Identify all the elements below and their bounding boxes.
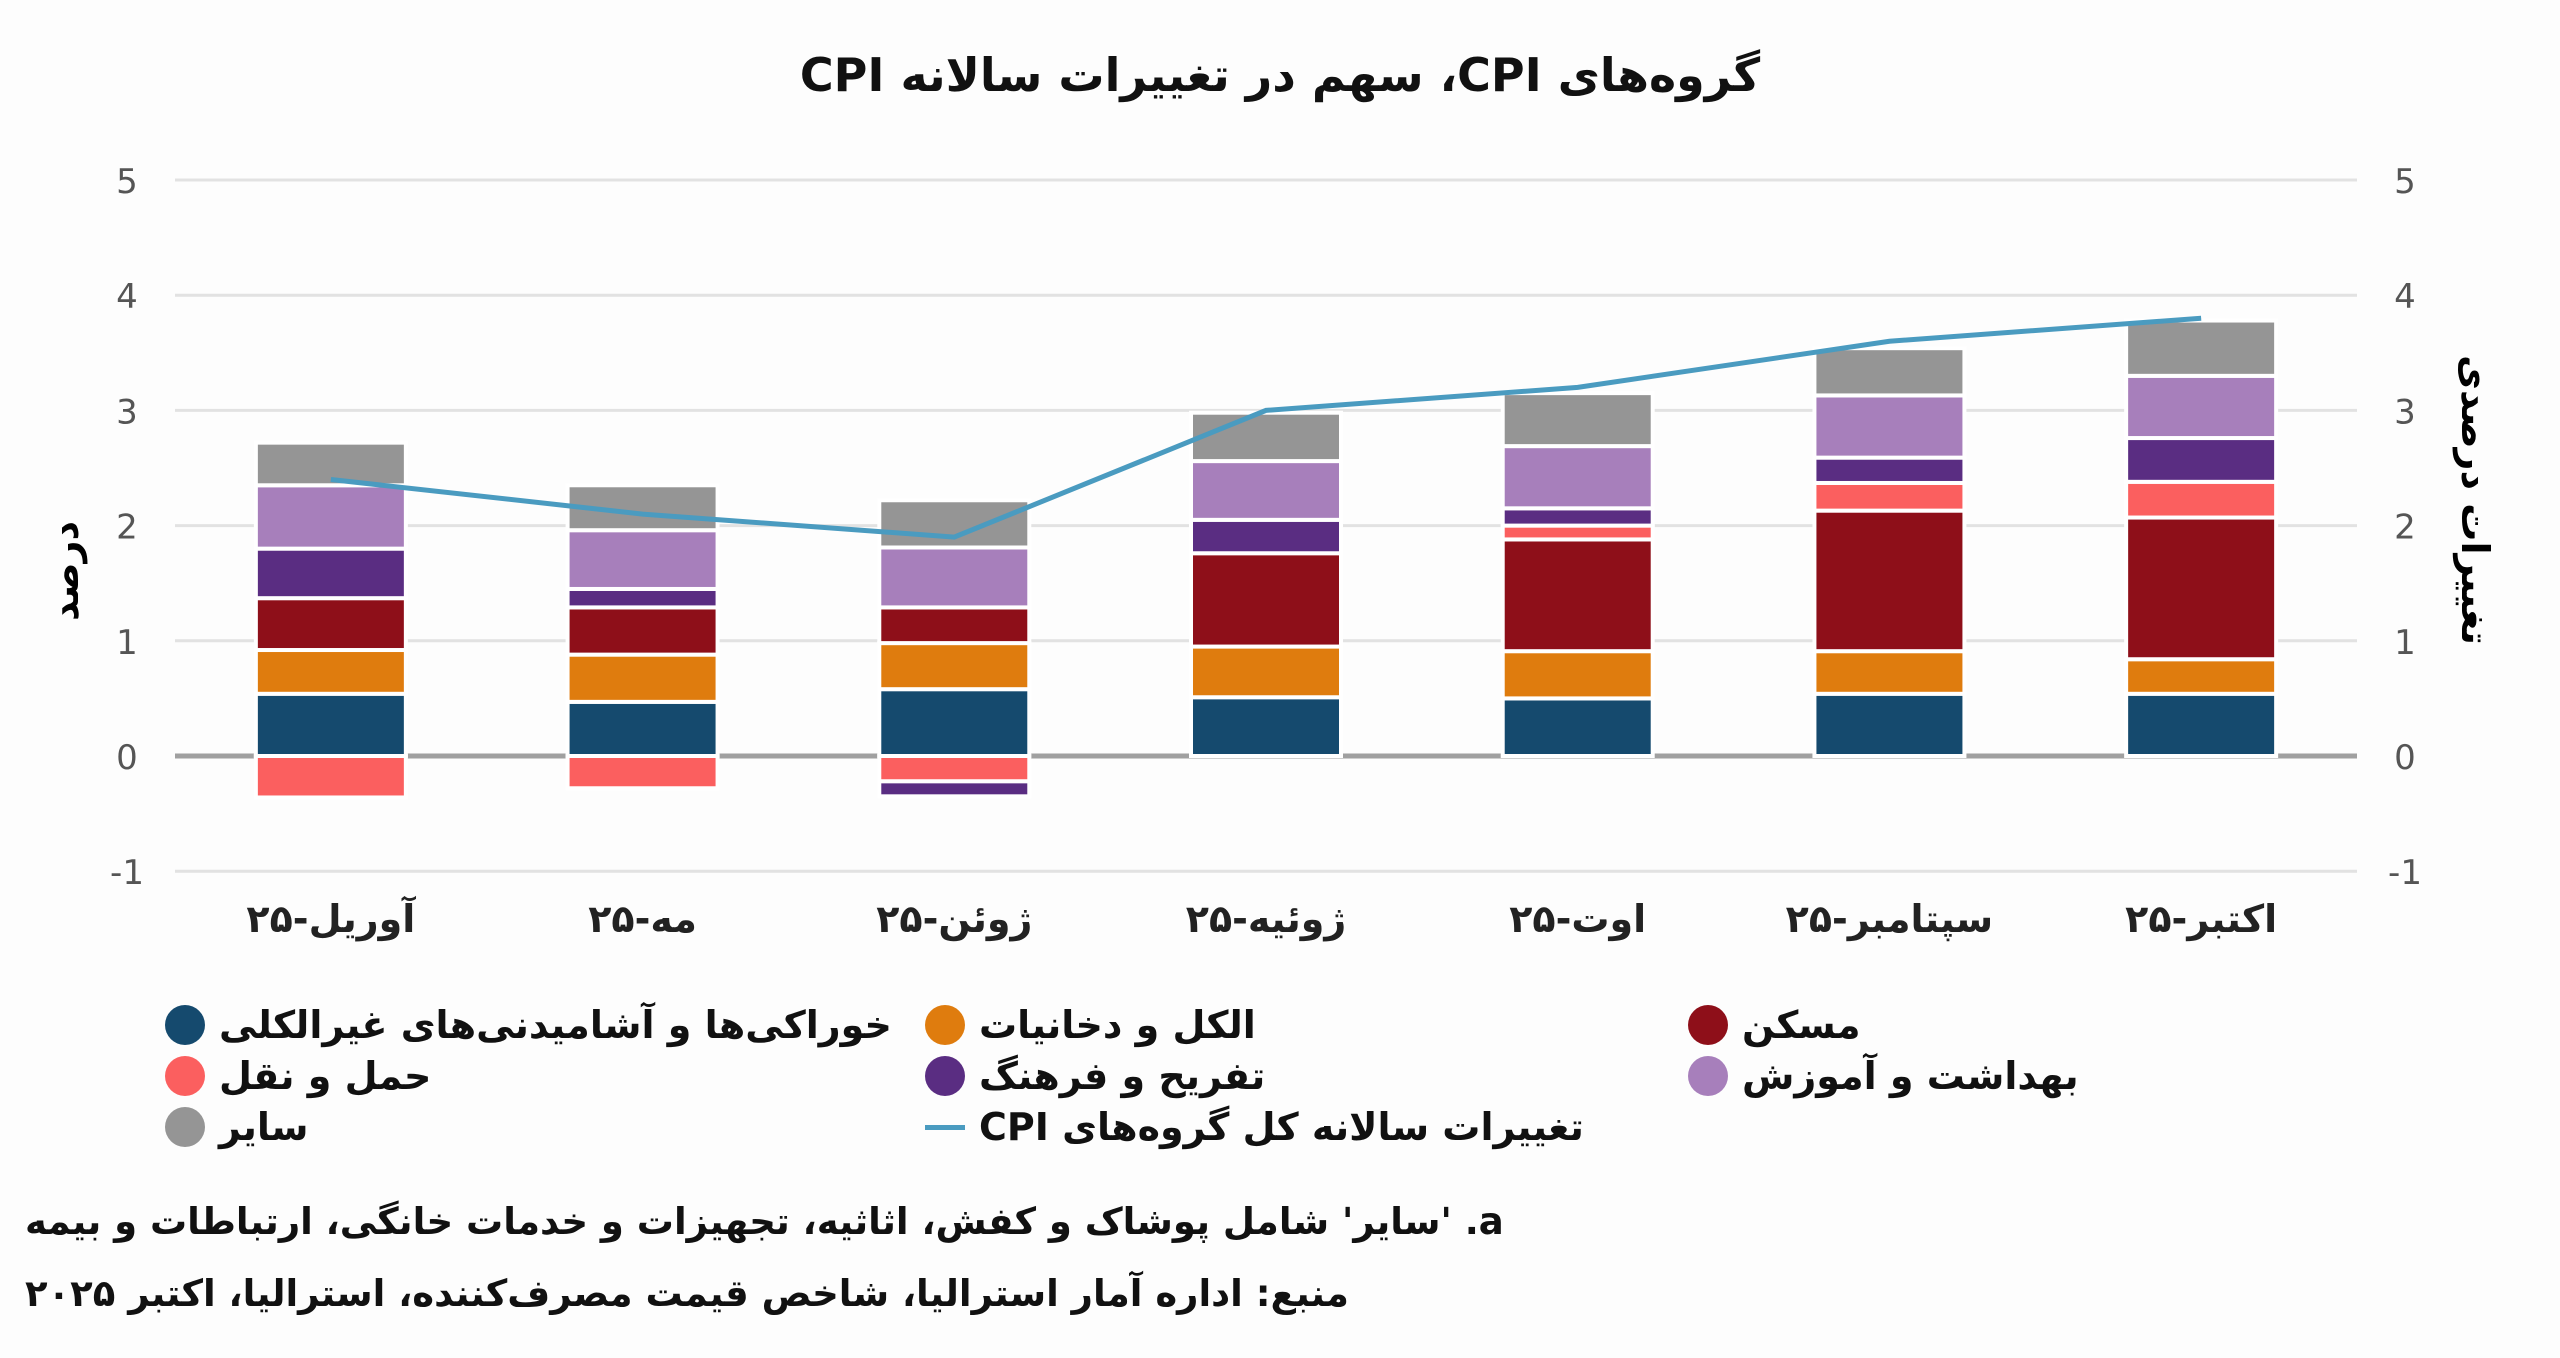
y-tick-right: 0 [2394,738,2416,778]
legend-swatch-icon [925,1056,965,1096]
bar-segment [253,754,408,800]
bar-segment [877,498,1032,550]
legend-swatch-icon [1688,1056,1728,1096]
bar-segment [253,691,408,758]
bar-segment [253,546,408,601]
bar-segment [877,641,1032,692]
bar-segment [253,648,408,696]
y-tick-right: -1 [2388,853,2422,893]
legend-item-food: خوراکی‌ها و آشامیدنی‌های غیرالکلی [165,1000,892,1050]
bar-segment [1812,649,1967,696]
x-tick-label: سپتامبر-۲۵ [1786,897,1994,941]
y-tick-right: 5 [2394,162,2416,202]
footnote-a: a. 'سایر' شامل پوشاک و کفش، اثاثیه، تجهی… [25,1200,1504,1243]
bar-segment [1500,696,1655,759]
bar-segment [1500,649,1655,701]
legend-item-cpi-line: تغییرات سالانه کل گروه‌های CPI [925,1102,1584,1152]
legend-label: حمل و نقل [219,1054,432,1098]
legend-item-health: بهداشت و آموزش [1688,1051,2079,1101]
x-tick-label: مه-۲۵ [588,897,697,941]
legend-swatch-icon [165,1056,205,1096]
bar-segment [565,699,720,759]
bar-segment [1189,410,1343,464]
legend-label: الکل و دخانیات [979,1003,1256,1047]
bar-segment [2124,373,2279,441]
bar-segment [877,687,1032,759]
bar-segment [1812,691,1967,758]
bar-segment [565,586,720,610]
bar-segment [1812,393,1967,460]
bar-segment [565,652,720,704]
legend-label: تغییرات سالانه کل گروه‌های CPI [979,1105,1584,1149]
x-tick-label: اکتبر-۲۵ [2125,897,2277,941]
y-tick-right: 4 [2394,277,2416,317]
source-note: منبع: اداره آمار استرالیا، شاخص قیمت مصر… [25,1272,1349,1315]
y-tick-left: 2 [116,508,138,548]
legend-item-housing: مسکن [1688,1000,1861,1050]
bar-segment [253,596,408,653]
x-tick-label: آوریل-۲۵ [246,895,416,942]
legend-label: تفریح و فرهنگ [979,1054,1266,1098]
bar-segment [253,440,408,488]
bar-segment [1500,391,1655,449]
bar-segment [2124,479,2279,520]
legend-label: خوراکی‌ها و آشامیدنی‌های غیرالکلی [219,1003,892,1047]
chart-title: گروه‌های CPI، سهم در تغییرات سالانه CPI [799,48,1761,102]
bar-segment [1812,346,1967,398]
x-tick-label: اوت-۲۵ [1509,897,1646,942]
bar-segment [1812,508,1967,654]
y-tick-left: 0 [116,738,138,778]
bar-segment [1189,644,1343,700]
bar-segment [2124,657,2279,696]
legend-swatch-icon [925,1005,965,1045]
y-tick-right: 1 [2394,623,2416,663]
legend-item-transport: حمل و نقل [165,1051,431,1101]
y-tick-left: 1 [116,623,138,663]
legend-item-alcohol: الکل و دخانیات [925,1000,1256,1050]
bar-segment [877,605,1032,646]
y-tick-left: 5 [116,162,138,202]
bar-segment [1812,480,1967,513]
bar-segment [1500,506,1655,528]
bar-segment [565,605,720,657]
bar-segment [565,754,720,791]
legend-line-icon [925,1124,965,1130]
bar-segment [253,483,408,551]
y-tick-left: 4 [116,277,138,317]
legend-item-other: سایر [165,1102,309,1152]
y-axis-label-right: تغییرات درصدی [2453,355,2497,645]
legend-label: سایر [219,1105,309,1149]
x-tick-label: ژوئیه-۲۵ [1186,897,1346,942]
bar-segment [877,779,1032,799]
bar-segment [2124,436,2279,484]
bar-segment [1500,537,1655,654]
legend-swatch-icon [1688,1005,1728,1045]
bar-segment [2124,691,2279,758]
y-tick-right: 3 [2394,392,2416,432]
y-tick-right: 2 [2394,508,2416,548]
y-axis-label-left: درصد [43,521,87,621]
bar-segment [1500,523,1655,542]
bar-segment [1812,455,1967,485]
bar-segment [565,528,720,591]
x-tick-label: ژوئن-۲۵ [876,897,1032,942]
legend-label: بهداشت و آموزش [1742,1054,2079,1098]
bar-segment [1189,551,1343,649]
y-tick-left: -1 [110,853,144,893]
bar-segment [1500,444,1655,511]
bar-segment [2124,318,2279,378]
legend-item-recreation: تفریح و فرهنگ [925,1051,1265,1101]
bar-segment [877,545,1032,610]
legend-label: مسکن [1742,1003,1861,1047]
bar-segment [2124,515,2279,662]
y-tick-left: 3 [116,392,138,432]
bar-segment [1189,459,1343,522]
bar-segment [877,754,1032,784]
legend-swatch-icon [165,1005,205,1045]
legend-swatch-icon [165,1107,205,1147]
bar-segment [1189,517,1343,556]
bar-segment [1189,695,1343,758]
